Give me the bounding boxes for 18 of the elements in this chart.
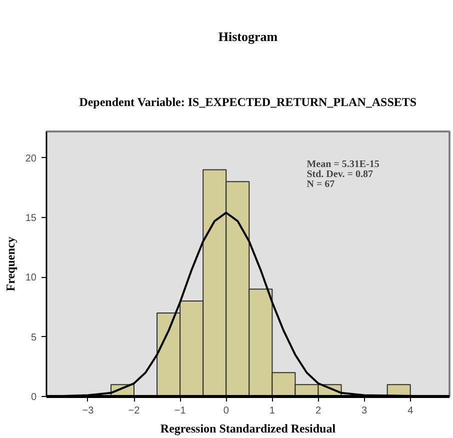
y-axis-title: Frequency (3, 236, 18, 292)
x-tick-label: 3 (362, 406, 368, 416)
y-tick-label: 0 (30, 392, 37, 403)
y-tick-label: 10 (25, 272, 37, 284)
annotation: Mean = 5.31E-15 Std. Dev. = 0.87 N = 67 (306, 158, 380, 190)
x-tick-label: 4 (408, 406, 414, 416)
x-tick-label: −1 (174, 406, 186, 416)
x-tick-label: −3 (82, 406, 94, 416)
chart-title: Histogram (218, 29, 278, 44)
y-tick-label: 15 (25, 212, 37, 224)
x-tick-label: 1 (269, 406, 276, 416)
x-tick-label: 0 (223, 406, 230, 416)
chart-subtitle: Dependent Variable: IS_EXPECTED_RETURN_PLAN_ASSETS (79, 95, 417, 109)
y-tick-label: 5 (30, 332, 37, 344)
y-tick-label: 20 (25, 153, 37, 164)
x-tick-label: 2 (315, 406, 322, 416)
x-tick-label: −2 (128, 406, 140, 416)
x-axis-title: Regression Standardized Residual (160, 422, 336, 436)
